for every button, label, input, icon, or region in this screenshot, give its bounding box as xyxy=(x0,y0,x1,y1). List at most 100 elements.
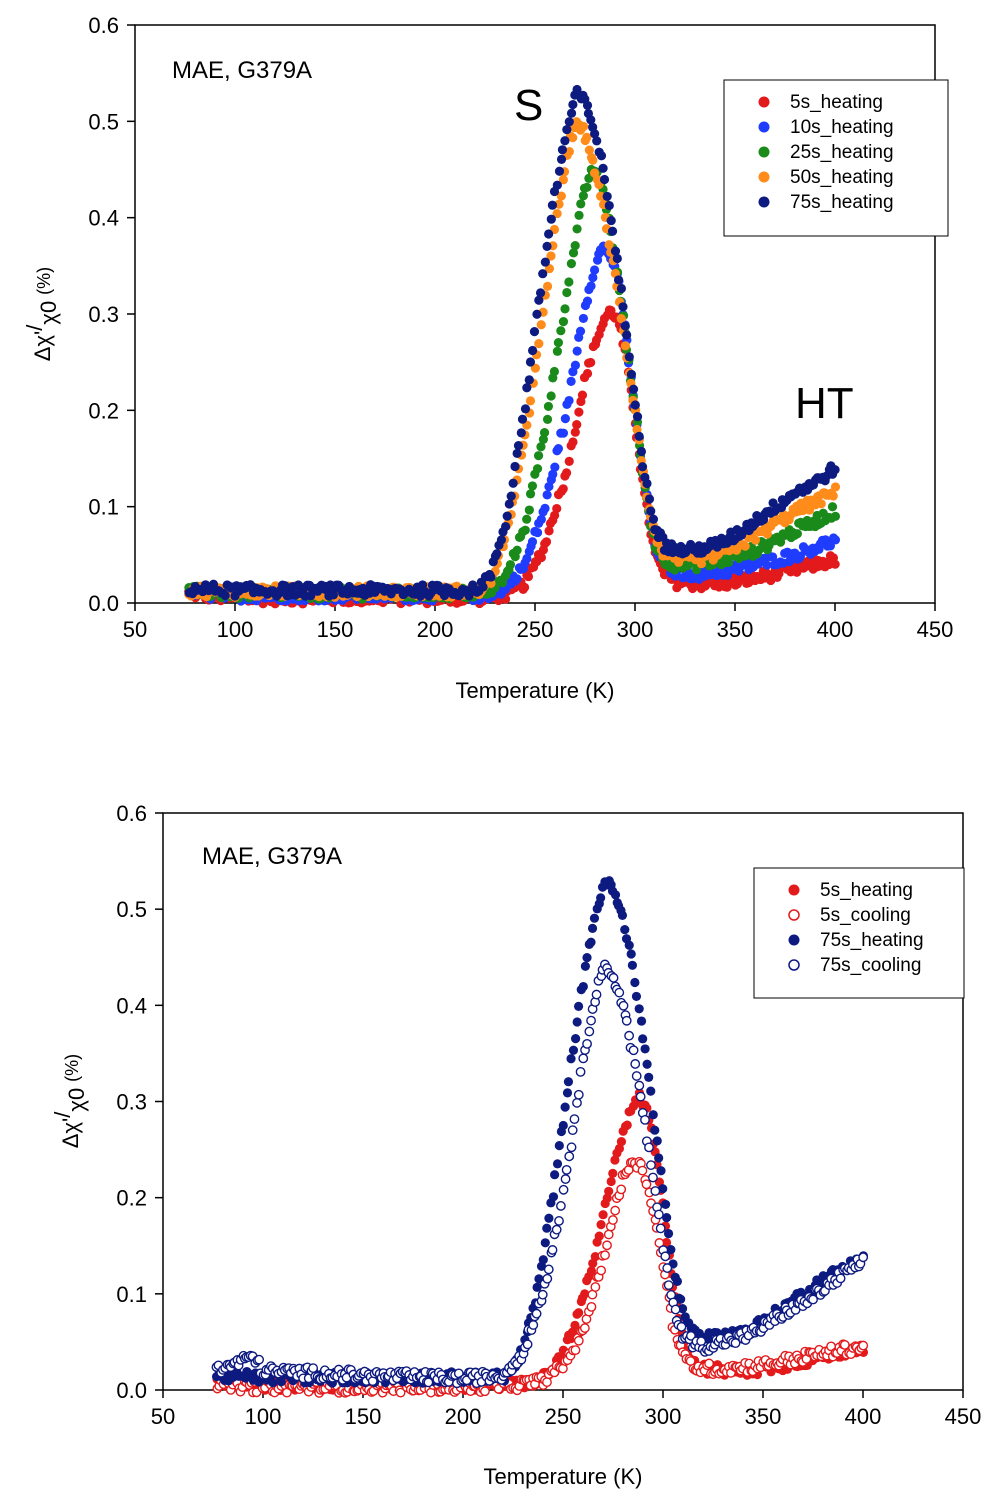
data-point xyxy=(600,1250,610,1261)
data-point xyxy=(552,180,562,190)
data-point xyxy=(276,1377,286,1387)
y-tick-label: 0.2 xyxy=(116,1186,147,1211)
y-tick-label: 0.0 xyxy=(88,591,119,616)
data-point xyxy=(740,541,750,551)
data-point xyxy=(540,503,550,513)
data-point xyxy=(578,981,588,992)
data-point xyxy=(568,99,578,110)
data-point xyxy=(650,1125,660,1135)
data-point xyxy=(564,277,574,287)
data-point xyxy=(540,1238,550,1248)
data-point xyxy=(573,1335,584,1346)
data-point xyxy=(604,200,614,211)
y-tick-label: 0.1 xyxy=(116,1282,147,1307)
data-point xyxy=(564,456,574,466)
data-point xyxy=(591,989,602,1000)
data-point xyxy=(480,1386,490,1397)
y-label-main: Δχ' xyxy=(58,1118,83,1148)
data-point xyxy=(640,1114,650,1125)
data-point xyxy=(566,259,576,269)
data-point xyxy=(496,535,507,545)
data-point xyxy=(569,1114,580,1125)
data-point xyxy=(830,535,841,545)
data-point xyxy=(858,1340,869,1351)
legend-marker xyxy=(788,934,800,946)
data-point xyxy=(478,582,488,592)
data-point xyxy=(610,890,621,900)
legend-marker xyxy=(758,171,770,183)
data-point xyxy=(612,253,622,264)
data-point xyxy=(662,1213,672,1223)
data-point xyxy=(653,1209,664,1220)
data-point xyxy=(548,1192,559,1202)
data-point xyxy=(632,412,643,422)
data-point xyxy=(573,1089,584,1100)
data-point xyxy=(564,117,574,127)
data-point xyxy=(542,281,553,291)
data-point xyxy=(563,1077,574,1087)
data-point xyxy=(533,451,544,461)
data-point xyxy=(497,578,508,588)
data-point xyxy=(580,961,590,971)
data-point xyxy=(616,283,627,294)
data-point xyxy=(532,1282,542,1292)
data-point xyxy=(535,288,546,298)
data-point xyxy=(543,401,554,412)
data-point xyxy=(589,913,600,923)
peak-label-s: S xyxy=(514,81,543,130)
data-point xyxy=(570,1320,580,1331)
x-tick-label: 400 xyxy=(845,1404,882,1429)
data-point xyxy=(512,545,522,555)
data-point xyxy=(554,1216,564,1226)
data-point xyxy=(542,414,553,425)
data-point xyxy=(544,229,554,239)
x-tick-label: 300 xyxy=(645,1404,682,1429)
data-point xyxy=(582,368,593,379)
data-point xyxy=(595,191,606,201)
data-point xyxy=(580,1289,590,1299)
data-point xyxy=(644,1072,654,1082)
data-point xyxy=(610,246,621,256)
data-point xyxy=(724,557,734,567)
data-point xyxy=(538,434,549,445)
data-point xyxy=(599,174,610,185)
data-point xyxy=(670,1304,681,1315)
data-point xyxy=(542,490,552,500)
legend-marker xyxy=(758,146,770,158)
data-point xyxy=(607,226,618,236)
data-point xyxy=(602,191,612,202)
data-point xyxy=(655,1223,666,1234)
data-point xyxy=(704,1358,714,1369)
data-point xyxy=(621,1015,632,1026)
data-point xyxy=(542,1377,552,1388)
data-point xyxy=(644,1142,654,1153)
legend-label: 5s_heating xyxy=(790,92,883,113)
data-point xyxy=(608,972,619,983)
x-axis-label: Temperature (K) xyxy=(456,678,615,703)
x-axis: 50 100 150 200 250 300 350 400 450 xyxy=(151,1390,981,1429)
data-point xyxy=(594,1231,604,1241)
data-point xyxy=(636,1016,647,1026)
data-point xyxy=(524,375,534,385)
y-label-slash: / xyxy=(50,1111,75,1118)
x-tick-label: 250 xyxy=(517,617,554,642)
x-tick-label: 150 xyxy=(345,1404,382,1429)
data-point xyxy=(542,1273,553,1284)
data-point xyxy=(527,537,538,547)
data-point xyxy=(618,1000,629,1011)
data-point xyxy=(575,326,586,336)
data-point xyxy=(596,151,607,161)
legend-marker xyxy=(758,96,770,108)
x-tick-label: 400 xyxy=(817,617,854,642)
x-tick-label: 50 xyxy=(151,1404,175,1429)
data-point xyxy=(696,559,707,569)
data-point xyxy=(568,248,579,258)
data-point xyxy=(586,1301,597,1312)
legend-label: 25s_heating xyxy=(790,142,894,163)
data-point xyxy=(554,166,565,176)
data-point xyxy=(560,1102,570,1112)
data-point xyxy=(423,1377,434,1388)
data-point xyxy=(646,1160,656,1171)
x-tick-label: 50 xyxy=(123,617,147,642)
data-point xyxy=(795,551,806,561)
